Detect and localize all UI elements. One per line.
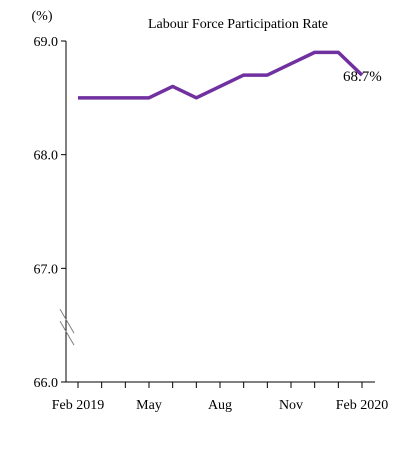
x-tick-label: Nov [279, 398, 303, 413]
y-tick-label: 69.0 [34, 35, 59, 50]
y-unit-label: (%) [32, 9, 53, 24]
axis-break-mark [59, 320, 75, 346]
y-tick-label: 66.0 [34, 376, 59, 391]
chart-title: Labour Force Participation Rate [148, 17, 328, 32]
axis-break-mark [59, 308, 75, 334]
y-tick-label: 67.0 [34, 262, 59, 277]
x-tick-label: Feb 2019 [52, 398, 105, 413]
series-layer [77, 50, 364, 100]
x-tick-label: Feb 2020 [336, 398, 389, 413]
y-tick-label: 68.0 [34, 149, 59, 164]
end-value-label: 68.7% [343, 69, 382, 85]
x-tick-label: Aug [208, 398, 232, 413]
series-line [78, 50, 364, 100]
x-tick-label: May [136, 398, 162, 413]
axes: 66.0 67.0 68.0 69.0 Feb 2019 May Aug Nov Feb 202… [34, 35, 389, 413]
